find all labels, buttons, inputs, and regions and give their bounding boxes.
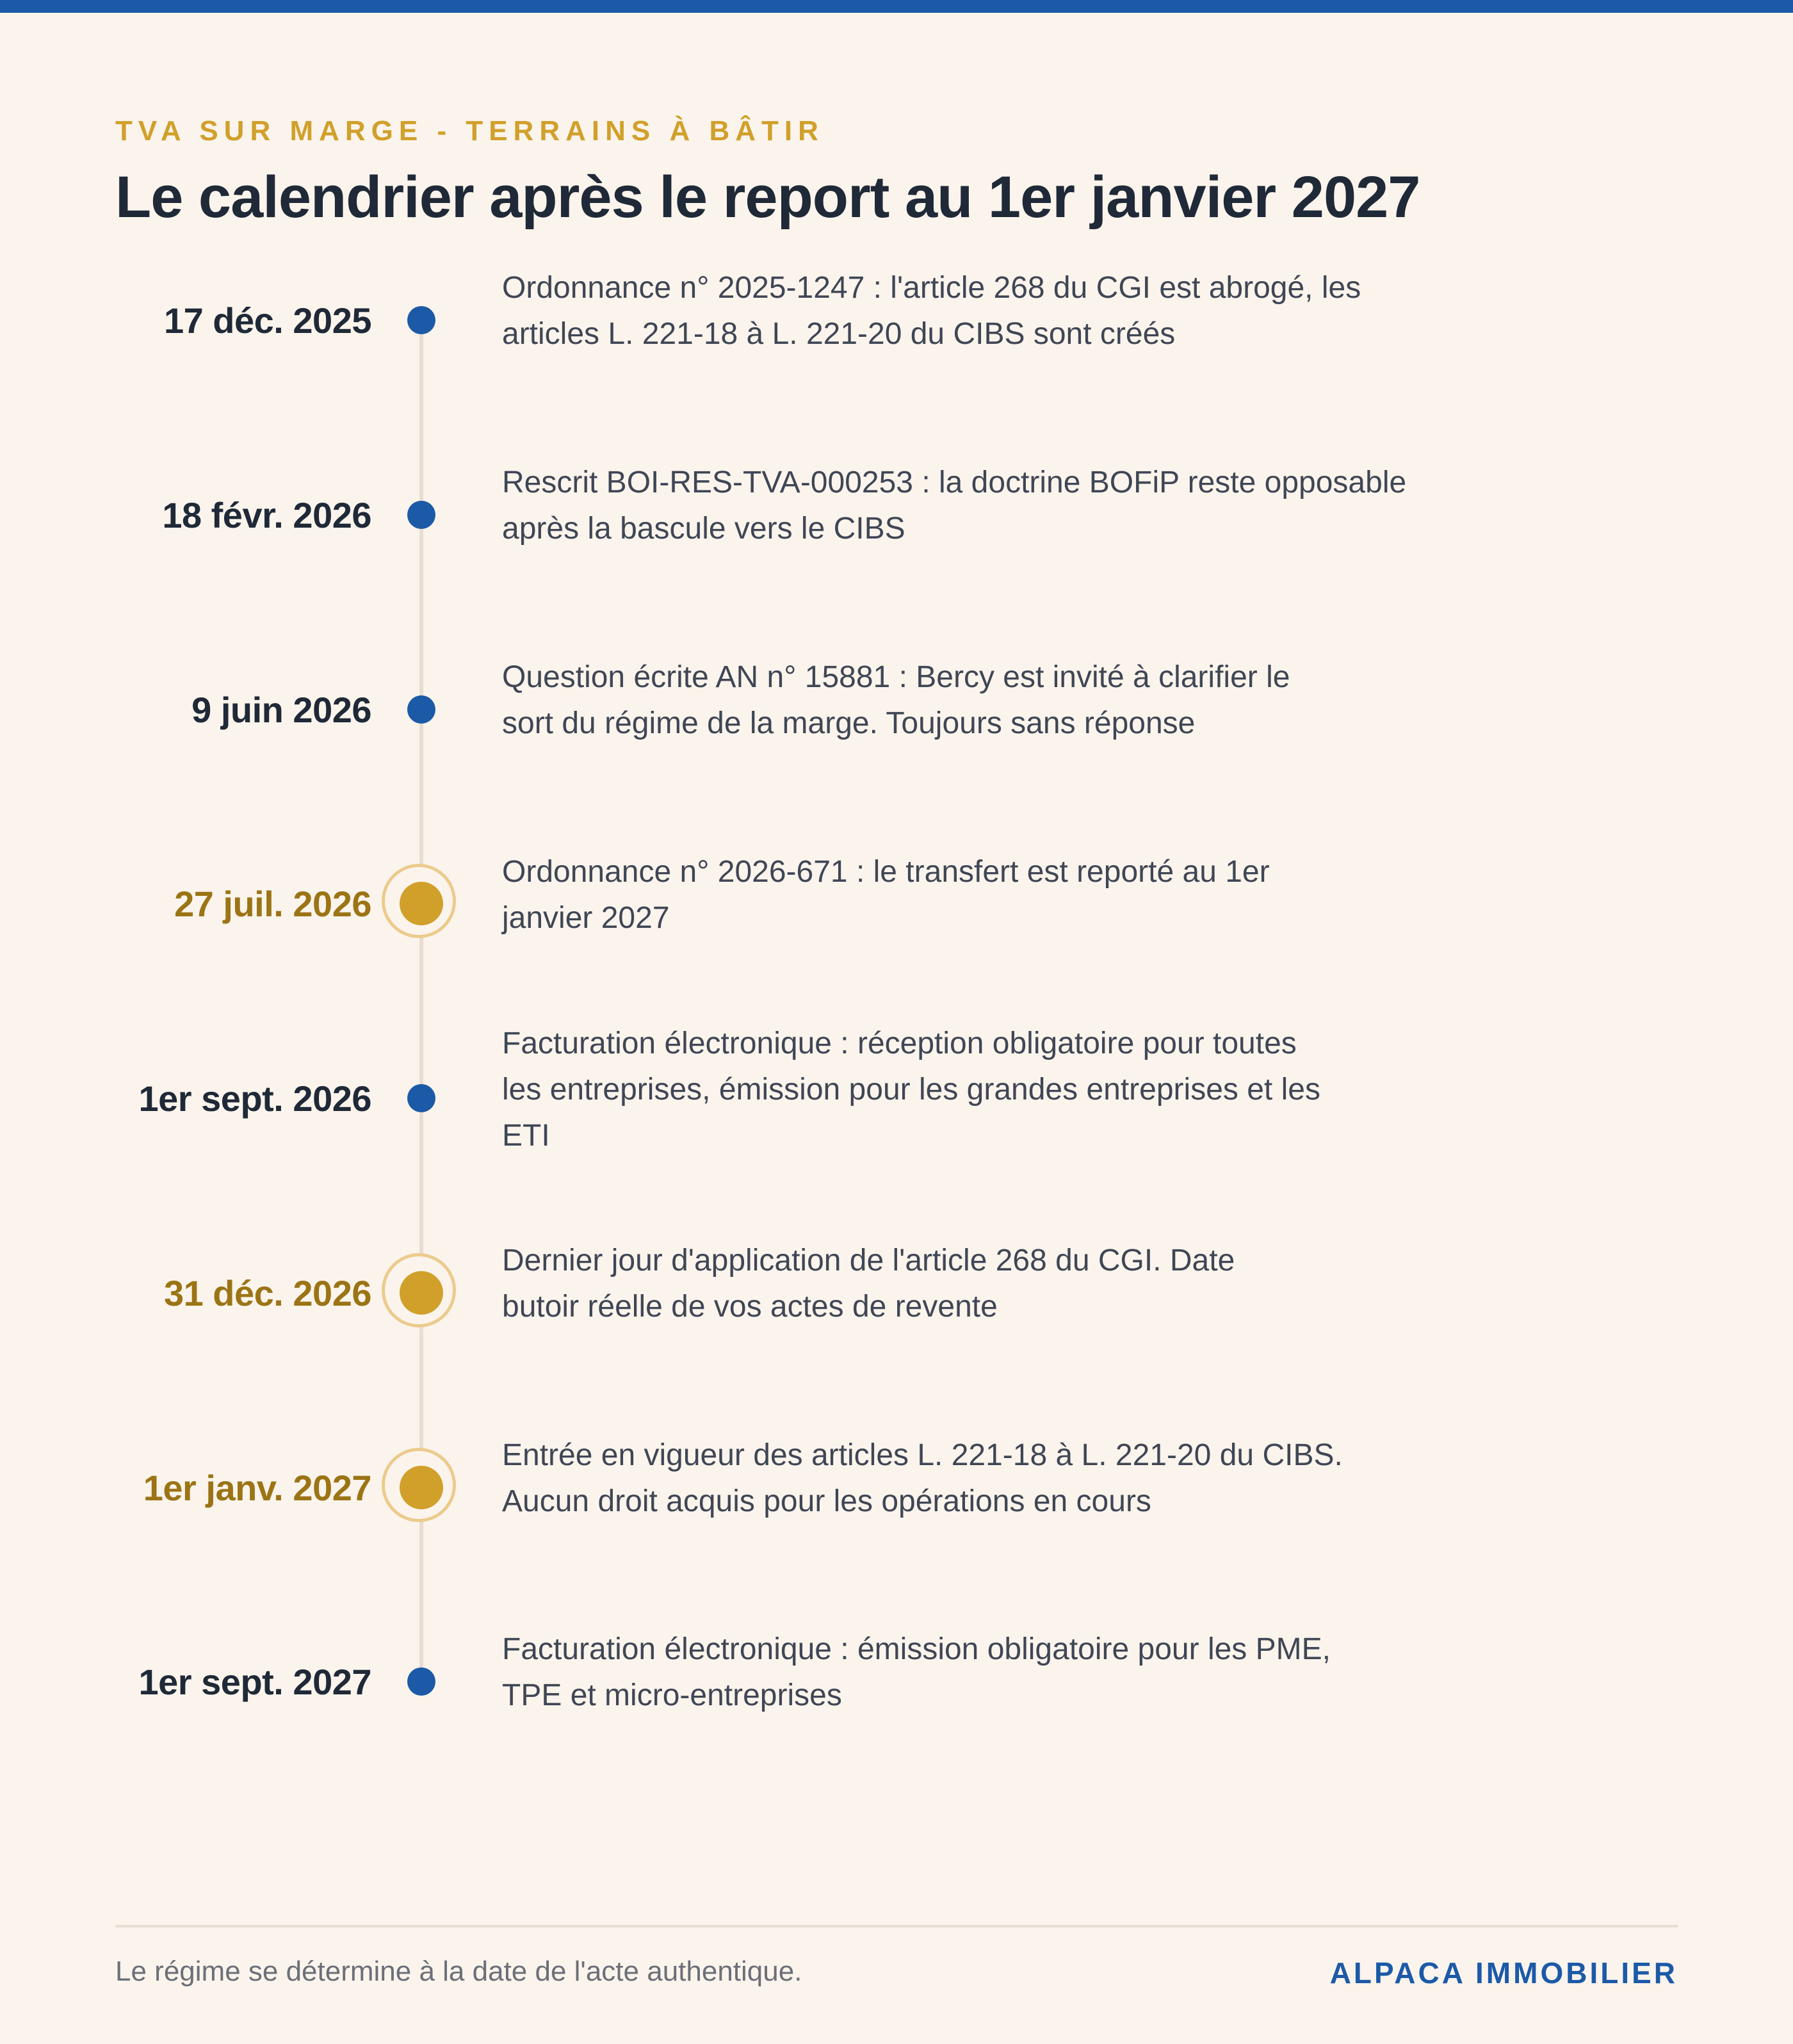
event-date: 31 déc. 2026 [163,1273,372,1313]
highlight-marker-dot [400,1466,443,1509]
event-description-line: Entrée en vigueur des articles L. 221-18… [502,1438,1343,1472]
event-date: 27 juil. 2026 [174,884,371,924]
event-date: 17 déc. 2025 [163,300,372,341]
timeline-event: 1er janv. 2027 [0,1448,1793,1522]
timeline-marker-dot [407,1667,435,1696]
page-title: Le calendrier après le report au 1er jan… [115,165,1420,230]
event-description: Question écrite AN n° 15881 : Bercy est … [502,654,1290,747]
event-description: Ordonnance n° 2026-671 : le transfert es… [502,849,1270,941]
top-accent-bar [0,0,1793,13]
event-description-line: Ordonnance n° 2026-671 : le transfert es… [502,855,1270,889]
event-description: Entrée en vigueur des articles L. 221-18… [502,1432,1343,1525]
event-description-line: Dernier jour d'application de l'article … [502,1244,1235,1278]
event-date: 1er sept. 2026 [138,1078,372,1119]
event-description-line: Aucun droit acquis pour les opérations e… [502,1484,1151,1518]
timeline-event: 31 déc. 2026 [0,1253,1793,1327]
timeline-marker-dot [407,695,435,724]
timeline-event: 1er sept. 2026 [0,1078,1793,1119]
timeline-event: 18 févr. 2026 [0,495,1793,535]
highlight-marker-dot [400,882,443,925]
highlight-marker-dot [400,1271,443,1315]
event-description: Facturation électronique : émission obli… [502,1626,1331,1719]
kicker: TVA SUR MARGE - TERRAINS À BÂTIR [115,115,824,147]
event-date: 1er sept. 2027 [138,1662,372,1702]
timeline-line [419,320,423,1684]
brand-logo-text: ALPACA IMMOBILIER [1329,1956,1678,1990]
timeline-event: 9 juin 2026 [0,690,1793,730]
timeline-event: 1er sept. 2027 [0,1662,1793,1702]
event-date: 9 juin 2026 [191,690,371,730]
event-date: 18 févr. 2026 [162,495,371,535]
event-description-line: Facturation électronique : réception obl… [502,1026,1297,1060]
event-description: Rescrit BOI-RES-TVA-000253 : la doctrine… [502,460,1406,552]
event-description-line: janvier 2027 [502,901,670,935]
event-description: Facturation électronique : réception obl… [502,1021,1320,1159]
timeline-marker-dot [407,1084,435,1112]
timeline-marker-dot [407,306,435,334]
footer-divider [115,1925,1678,1927]
timeline-event: 27 juil. 2026 [0,864,1793,938]
timeline-marker-dot [407,501,435,529]
event-description: Dernier jour d'application de l'article … [502,1238,1235,1330]
footer-note: Le régime se détermine à la date de l'ac… [115,1956,802,1987]
event-description-line: Rescrit BOI-RES-TVA-000253 : la doctrine… [502,466,1407,499]
event-description-line: Facturation électronique : émission obli… [502,1632,1331,1666]
event-description-line: ETI [502,1119,550,1153]
highlight-halo [382,1448,456,1522]
event-date: 1er janv. 2027 [143,1468,372,1508]
event-description-line: Ordonnance n° 2025-1247 : l'article 268 … [502,271,1361,305]
event-description-line: butoir réelle de vos actes de revente [502,1290,998,1324]
event-description-line: après la bascule vers le CIBS [502,512,905,546]
event-description: Ordonnance n° 2025-1247 : l'article 268 … [502,265,1361,357]
event-description-line: Question écrite AN n° 15881 : Bercy est … [502,660,1290,694]
event-description-line: TPE et micro-entreprises [502,1678,842,1712]
event-description-line: articles L. 221-18 à L. 221-20 du CIBS s… [502,317,1176,351]
timeline-event: 17 déc. 2025 [0,300,1793,341]
event-description-line: sort du régime de la marge. Toujours san… [502,706,1196,740]
event-description-line: les entreprises, émission pour les grand… [502,1073,1320,1107]
